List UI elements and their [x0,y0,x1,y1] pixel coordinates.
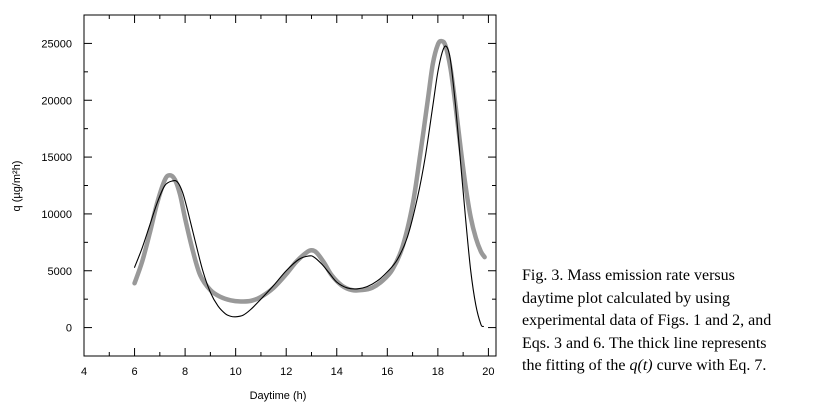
x-tick-label: 14 [331,366,343,378]
x-axis-title: Daytime (h) [250,390,307,402]
y-tick-label: 15000 [41,152,72,164]
x-tick-label: 12 [280,366,292,378]
caption-line-3: experimental data of Figs. 1 and 2, and [522,312,772,329]
caption-line-5: the fitting of the q(t) curve with Eq. 7… [522,355,810,378]
caption-curve-symbol: q(t) [629,357,653,374]
x-tick-label: 20 [482,366,494,378]
x-tick-label: 6 [131,366,137,378]
y-tick-label: 0 [66,323,72,335]
series-line-thin [134,45,484,328]
x-tick-label: 16 [381,366,393,378]
series-line-thick-fit [132,38,487,304]
y-tick-label: 10000 [41,209,72,221]
figure-3: 4 6 8 10 12 14 16 18 20 0 5000 10000 15000 20000 25000… [11,14,497,402]
x-tick-label: 8 [182,366,188,378]
x-tick-label: 4 [81,366,87,378]
y-axis-title: q (µg/m²h) [11,161,23,212]
emission-rate-chart: 4 6 8 10 12 14 16 18 20 0 5000 10000 15000 20000 25000… [11,14,497,402]
y-tick-label: 5000 [48,266,72,278]
x-tick-label: 10 [230,366,242,378]
caption-line-1: Fig. 3. Mass emission rate versus [522,267,735,284]
x-tick-label: 18 [432,366,444,378]
caption-text: the fitting of the [522,357,630,374]
y-tick-label: 20000 [41,95,72,107]
caption-text: curve with Eq. 7. [652,357,767,374]
caption-line-4: Eqs. 3 and 6. The thick line represents [522,334,767,352]
figure-caption: Fig. 3. Mass emission rate versus daytim… [522,265,810,378]
caption-line-2: daytime plot calculated by using [522,289,730,307]
y-tick-label: 25000 [41,38,72,50]
